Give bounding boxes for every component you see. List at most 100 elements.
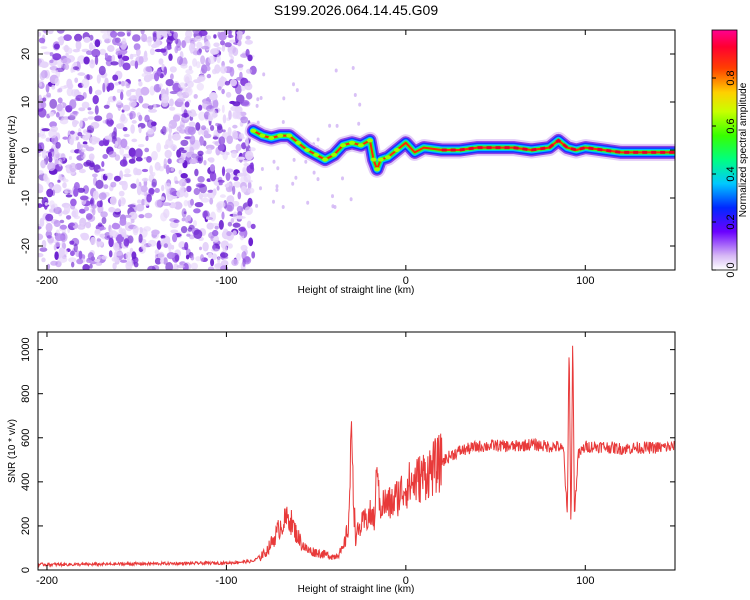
noise-blob [98,65,106,76]
noise-blob [123,238,130,247]
noise-blob [357,121,361,126]
noise-blob [183,191,189,198]
noise-blob [225,168,234,173]
noise-blob [247,197,253,207]
noise-blob [217,179,225,184]
noise-blob [158,166,165,172]
noise-blob [146,156,152,163]
x-tick-label: 0 [403,575,409,587]
noise-blob [164,45,172,51]
noise-blob [61,176,66,181]
noise-blob [96,238,102,242]
noise-blob [177,56,183,66]
noise-blob [216,54,221,64]
noise-blob [46,188,54,198]
noise-blob [38,184,44,194]
noise-blob [83,36,91,43]
noise-blob [226,231,232,237]
noise-blob [241,142,247,150]
noise-blob [212,235,219,243]
noise-blob [145,66,153,72]
noise-blob [151,229,160,236]
noise-blob [207,252,213,258]
noise-blob [92,190,99,200]
noise-blob [230,106,237,112]
noise-blob [77,187,86,193]
noise-blob [228,30,232,39]
noise-blob [70,130,75,135]
noise-blob [129,88,137,93]
noise-blob [66,215,72,220]
noise-blob [221,88,225,95]
noise-blob [38,153,42,157]
noise-blob [101,161,105,168]
noise-blob [79,208,86,214]
y-tick-label: 600 [20,429,32,447]
noise-blob [131,138,138,143]
noise-blob [129,94,139,100]
noise-blob [196,82,204,91]
ridge-highlight [295,140,302,145]
noise-blob [85,213,93,220]
noise-blob [146,193,152,203]
noise-blob [166,30,171,34]
noise-blob [54,77,60,87]
noise-blob [83,185,89,194]
noise-blob [255,103,259,108]
noise-blob [198,74,206,82]
noise-blob [184,242,189,251]
x-tick-label: 100 [576,275,594,287]
noise-blob [236,31,243,41]
noise-blob [68,257,77,263]
colorbar-label: Normalized spectral amplitude [738,82,749,217]
noise-blob [38,253,44,258]
noise-blob [243,172,247,177]
noise-blob [132,34,141,42]
noise-blob [178,159,185,164]
noise-blob [236,205,244,213]
noise-blob [99,233,106,238]
noise-blob [50,260,58,266]
noise-blob [126,89,132,97]
colorbar: 0.0 0.2 0.4 0.6 0.8 Normalized spectral ampl… [711,29,749,278]
noise-blob [141,33,148,43]
noise-blob [241,185,247,193]
ridge-highlight [286,133,293,138]
noise-blob [47,30,54,35]
noise-blob [131,251,137,260]
noise-blob [185,86,193,96]
noise-blob [209,171,217,182]
noise-blob [97,255,102,260]
noise-blob [174,45,179,54]
noise-blob [99,48,107,56]
noise-blob [222,245,228,253]
noise-blob [260,167,264,171]
noise-blob [221,104,225,114]
noise-blob [47,151,53,159]
noise-blob [88,153,95,161]
noise-blob [65,52,69,57]
noise-blob [38,203,43,208]
noise-blob [138,214,145,219]
noise-blob [138,56,144,65]
noise-blob [212,136,219,140]
ridge-highlight [250,128,257,133]
noise-blob [205,216,210,220]
noise-blob [141,73,147,77]
noise-blob [138,144,145,148]
noise-blob [185,69,194,75]
noise-blob [159,83,163,88]
noise-blob [170,229,179,234]
noise-blob [119,218,127,226]
noise-blob [54,251,59,260]
noise-blob [94,228,101,234]
noise-blob [192,58,198,67]
noise-blob [65,194,73,198]
noise-blob [80,222,84,229]
noise-blob [71,210,77,217]
noise-blob [291,181,295,186]
noise-blob [110,181,117,188]
noise-blob [217,256,221,264]
spectrogram-y-label: Frequency (Hz) [7,116,18,185]
x-tick-label: 100 [576,575,594,587]
